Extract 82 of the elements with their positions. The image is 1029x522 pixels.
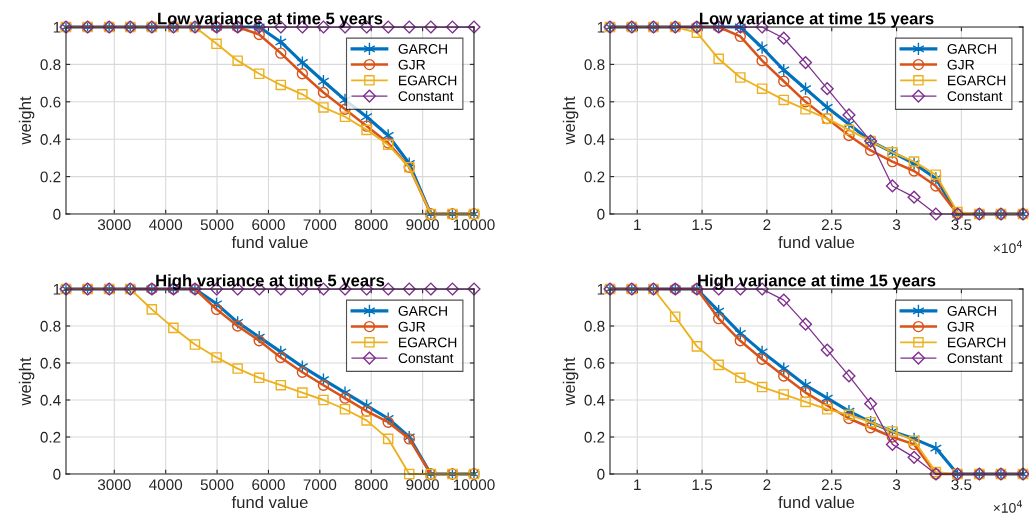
y-tick-label: 0.8 xyxy=(40,59,61,71)
y-tick-label: 0.4 xyxy=(40,134,61,145)
x-tick-label: 10000 xyxy=(453,479,495,491)
text: ×10$^{4}$ xyxy=(993,500,1023,513)
x-tick-label: 1.5 xyxy=(692,219,713,231)
x-axis-title: fund value xyxy=(778,495,855,509)
x-tick-label: 1 xyxy=(634,219,641,230)
legend-label: GARCH xyxy=(398,306,447,316)
x-tick-label: 8000 xyxy=(354,479,388,491)
text: ×10$^{4}$ xyxy=(993,240,1023,254)
y-tick-label: 1 xyxy=(597,284,605,295)
legend-label: Constant xyxy=(398,353,454,364)
y-tick-label: 0 xyxy=(597,208,605,220)
y-tick-label: 0.4 xyxy=(40,394,61,406)
legend-label: GJR xyxy=(947,321,975,332)
y-tick-label: 0 xyxy=(597,468,605,480)
chart-title: Low variance at time 5 years xyxy=(158,12,383,28)
x-tick-label: 8000 xyxy=(354,219,388,231)
y-tick-label: 0.2 xyxy=(40,171,61,183)
y-tick-label: 0 xyxy=(53,468,61,480)
x-tick-label: 2.5 xyxy=(821,219,842,231)
x-tick-label: 1 xyxy=(634,479,641,490)
y-tick-label: 0.2 xyxy=(584,171,605,183)
x-tick-label: 9000 xyxy=(406,479,440,491)
legend-label: EGARCH xyxy=(399,75,457,86)
y-tick-label: 0.6 xyxy=(40,357,61,369)
y-tick-label: 0.2 xyxy=(40,431,61,443)
x-tick-label: 3 xyxy=(892,219,901,231)
legend-label: GARCH xyxy=(398,44,447,54)
x-tick-label: 3 xyxy=(892,479,901,491)
x-tick-label: 4000 xyxy=(149,219,183,231)
y-axis-title: weight xyxy=(18,357,35,406)
legend-label: Constant xyxy=(947,91,1003,102)
legend-label: GJR xyxy=(398,321,426,332)
chart-title: High variance at time 15 years xyxy=(698,274,936,290)
legend-label: EGARCH xyxy=(948,75,1006,86)
x-axis-title: fund value xyxy=(231,235,308,249)
y-axis-title: weight xyxy=(18,96,35,145)
x-tick-label: 2 xyxy=(763,219,771,230)
legend-label: Constant xyxy=(398,91,454,102)
legend-label: Constant xyxy=(947,353,1003,364)
x-tick-label: 7000 xyxy=(303,219,337,231)
y-axis-title: weight xyxy=(562,357,579,406)
x-tick-label: 6000 xyxy=(252,479,285,491)
x-tick-label: 1.5 xyxy=(692,479,713,491)
y-tick-label: 0.4 xyxy=(584,134,605,145)
y-tick-label: 1 xyxy=(597,22,605,33)
y-tick-label: 0.8 xyxy=(584,320,605,332)
legend-label: EGARCH xyxy=(399,337,457,348)
legend-label: GARCH xyxy=(947,44,996,54)
y-tick-label: 0 xyxy=(53,208,61,220)
x-axis-title: fund value xyxy=(778,235,855,249)
x-tick-label: 7000 xyxy=(303,479,337,491)
y-tick-label: 0.2 xyxy=(584,431,605,443)
x-tick-label: 5000 xyxy=(200,219,234,231)
y-tick-label: 1 xyxy=(53,22,61,33)
legend-label: GJR xyxy=(947,59,975,70)
y-tick-label: 0.6 xyxy=(584,96,605,108)
chart-title: High variance at time 5 years xyxy=(156,274,385,290)
x-tick-label: 3000 xyxy=(97,219,131,231)
x-tick-label: 2.5 xyxy=(821,479,842,491)
x-tick-label: 3.5 xyxy=(951,479,972,491)
y-tick-label: 0.6 xyxy=(40,96,61,108)
y-tick-label: 0.4 xyxy=(584,394,605,406)
x-tick-label: 5000 xyxy=(200,479,234,491)
x-tick-label: 10000 xyxy=(453,219,495,231)
y-tick-label: 0.6 xyxy=(584,357,605,369)
legend-label: GJR xyxy=(398,59,426,70)
x-tick-label: 9000 xyxy=(406,219,440,231)
y-tick-label: 0.8 xyxy=(40,320,61,332)
x-tick-label: 6000 xyxy=(252,219,285,231)
legend-label: EGARCH xyxy=(948,337,1006,348)
y-tick-label: 1 xyxy=(53,284,61,295)
legend-label: GARCH xyxy=(947,306,996,316)
x-tick-label: 3.5 xyxy=(951,219,972,231)
x-tick-label: 3000 xyxy=(97,479,131,491)
chart-title: Low variance at time 15 years xyxy=(699,12,934,28)
y-axis-title: weight xyxy=(562,96,579,145)
x-axis-title: fund value xyxy=(231,495,308,509)
y-tick-label: 0.8 xyxy=(584,59,605,71)
x-tick-label: 2 xyxy=(763,479,771,490)
x-tick-label: 4000 xyxy=(149,479,183,491)
